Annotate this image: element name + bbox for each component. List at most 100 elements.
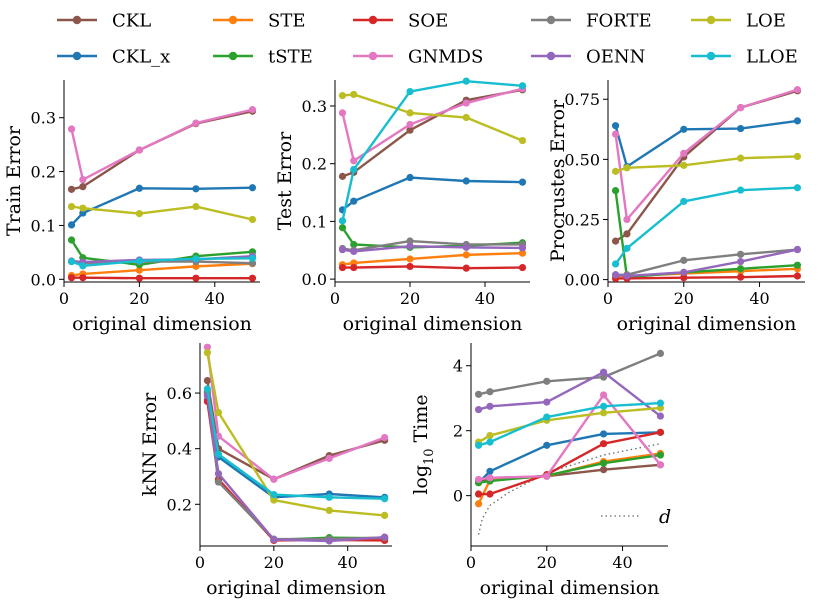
procrustes-point-ckl-x xyxy=(736,124,745,133)
time-y-axis-label: log10 Time xyxy=(410,394,437,494)
test-x-axis-label: original dimension xyxy=(343,313,523,335)
procrustes-y-axis-label: Procrustes Error xyxy=(547,99,569,262)
legend-marker-lloe xyxy=(706,51,716,61)
procrustes-point-tste xyxy=(736,265,745,273)
test-point-oenn xyxy=(350,247,358,256)
train-y-tick-label: 0.0 xyxy=(31,270,56,289)
test-y-tick-label: 0.2 xyxy=(302,155,327,174)
train-point-soe xyxy=(135,274,143,282)
test-series-lloe xyxy=(338,77,527,225)
train-point-gnmds xyxy=(67,125,76,133)
procrustes-point-gnmds xyxy=(611,130,620,138)
procrustes-y-tick-label: 0.50 xyxy=(564,150,600,169)
time-x-axis-label: original dimension xyxy=(480,577,660,599)
procrustes-series-soe xyxy=(611,272,802,282)
time-y-axis-label-sub: 10 xyxy=(422,448,437,465)
test-x-tick-label: 20 xyxy=(400,289,420,308)
test-point-lloe xyxy=(350,165,358,174)
test-point-oenn xyxy=(518,244,527,252)
time-point-oenn xyxy=(474,405,483,414)
train-x-axis-label: original dimension xyxy=(72,313,252,335)
legend-label-ckl-x: CKL_x xyxy=(112,47,170,68)
test-point-loe xyxy=(406,109,414,117)
test-point-lloe xyxy=(518,82,527,90)
knn-point-gnmds xyxy=(381,433,389,442)
knn-point-gnmds xyxy=(325,454,333,463)
time-point-lloe xyxy=(599,402,608,410)
time-point-lloe xyxy=(486,438,494,446)
train-series-loe xyxy=(67,202,257,224)
test-point-ckl-x xyxy=(350,197,358,205)
procrustes-series-ckl xyxy=(611,87,802,245)
procrustes-point-lloe xyxy=(611,260,620,268)
legend-item-tste: tSTE xyxy=(213,47,313,68)
train-point-lloe xyxy=(67,257,76,266)
knn-point-lloe xyxy=(214,450,223,458)
train-point-lloe xyxy=(192,255,200,263)
test-line-ckl xyxy=(342,88,523,178)
knn-y-tick-label: 0.2 xyxy=(167,495,192,514)
procrustes-x-tick-label: 20 xyxy=(674,289,694,308)
time-y-tick-label: 4 xyxy=(453,357,463,376)
legend-label-forte: FORTE xyxy=(586,11,652,32)
train-point-gnmds xyxy=(192,119,200,127)
train-point-loe xyxy=(79,204,87,212)
procrustes-point-lloe xyxy=(680,197,688,206)
test-point-ste xyxy=(518,249,527,257)
test-x-tick-label: 0 xyxy=(330,289,340,308)
knn-series-gnmds xyxy=(203,343,389,483)
legend-label-lloe: LLOE xyxy=(746,47,798,68)
knn-point-oenn xyxy=(381,533,389,541)
test-point-ckl-x xyxy=(406,173,414,182)
time-point-gnmds xyxy=(486,474,494,482)
procrustes-point-soe xyxy=(680,274,688,282)
knn-point-loe xyxy=(270,496,278,504)
test-point-oenn xyxy=(338,246,347,254)
train-point-ckl-x xyxy=(135,184,143,192)
time-point-ckl-x xyxy=(543,441,551,449)
test-series-gnmds xyxy=(338,85,527,165)
legend-item-loe: LOE xyxy=(691,11,786,32)
procrustes-point-gnmds xyxy=(680,149,688,157)
test-line-soe xyxy=(342,265,523,270)
train-y-tick-label: 0.3 xyxy=(31,109,56,128)
legend-label-tste: tSTE xyxy=(268,47,313,68)
procrustes-point-ckl-x xyxy=(680,125,688,133)
procrustes-point-loe xyxy=(793,152,802,161)
knn-x-tick-label: 40 xyxy=(338,553,358,572)
train-series-ckl-x xyxy=(67,184,257,229)
legend-item-soe: SOE xyxy=(353,11,448,32)
test-series-ckl xyxy=(338,86,527,180)
train-point-lloe xyxy=(135,257,143,265)
knn-point-lloe xyxy=(203,385,211,393)
knn-point-oenn xyxy=(325,537,333,545)
procrustes-y-tick-label: 0.75 xyxy=(564,90,600,109)
legend-marker-ckl-x xyxy=(72,51,82,61)
test-point-gnmds xyxy=(338,109,347,117)
train-point-ckl xyxy=(67,185,76,193)
legend-label-ste: STE xyxy=(268,11,305,32)
procrustes-point-loe xyxy=(623,164,631,172)
test-series-loe xyxy=(338,90,527,145)
time-series-oenn xyxy=(474,368,665,420)
legend-marker-forte xyxy=(546,15,556,25)
time-point-soe xyxy=(656,428,665,436)
time-point-gnmds xyxy=(543,472,551,480)
time-y-axis-label-main: log xyxy=(410,465,432,495)
test-point-ste xyxy=(406,255,414,263)
test-point-loe xyxy=(462,113,470,122)
procrustes-point-lloe xyxy=(736,186,745,194)
time-x-tick-label: 0 xyxy=(466,553,476,572)
train-point-loe xyxy=(135,209,143,218)
procrustes-x-axis-label: original dimension xyxy=(617,313,797,335)
knn-x-tick-label: 20 xyxy=(264,553,284,572)
time-series-loe xyxy=(474,404,665,446)
knn-error-chart: 0 20 40 0.2 0.4 0.6 original dimension kNN Erro… xyxy=(139,343,392,599)
knn-y-tick-label: 0.6 xyxy=(167,384,192,403)
time-point-loe xyxy=(486,431,494,440)
train-line-ckl xyxy=(71,110,253,191)
knn-point-loe xyxy=(325,506,333,515)
legend-label-gnmds: GNMDS xyxy=(408,47,483,68)
time-point-lloe xyxy=(474,441,483,449)
